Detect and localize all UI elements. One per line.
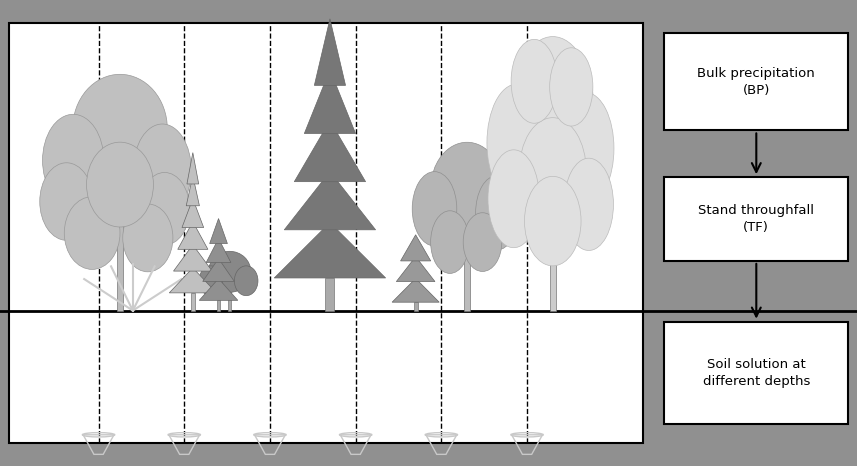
Polygon shape (203, 259, 234, 281)
Ellipse shape (524, 177, 581, 266)
Polygon shape (177, 222, 208, 249)
Ellipse shape (549, 48, 593, 126)
Ellipse shape (511, 39, 557, 123)
Bar (9, 23, 643, 443)
Ellipse shape (463, 212, 502, 271)
Bar (414, 302, 417, 310)
Polygon shape (396, 257, 435, 281)
Ellipse shape (134, 124, 191, 216)
Bar (549, 199, 556, 310)
Ellipse shape (557, 92, 614, 204)
Polygon shape (392, 279, 439, 302)
Polygon shape (207, 239, 231, 262)
Ellipse shape (43, 114, 104, 206)
Ellipse shape (431, 142, 504, 236)
Ellipse shape (519, 118, 586, 224)
Ellipse shape (412, 171, 457, 246)
Bar (464, 232, 470, 310)
Polygon shape (285, 171, 375, 230)
Text: Bulk precipitation
(BP): Bulk precipitation (BP) (698, 67, 815, 96)
Polygon shape (199, 279, 238, 300)
Bar (664, 177, 848, 261)
Bar (191, 293, 195, 310)
Polygon shape (400, 235, 431, 261)
Bar (217, 300, 220, 310)
Ellipse shape (123, 204, 173, 272)
Bar (664, 322, 848, 424)
Ellipse shape (208, 251, 251, 292)
Ellipse shape (140, 172, 189, 245)
Polygon shape (304, 70, 356, 134)
Ellipse shape (476, 176, 518, 250)
Polygon shape (274, 223, 386, 278)
Polygon shape (187, 153, 199, 184)
Ellipse shape (487, 84, 547, 202)
Polygon shape (182, 199, 204, 227)
Bar (664, 33, 848, 130)
Ellipse shape (430, 211, 470, 274)
Polygon shape (210, 219, 227, 244)
Ellipse shape (199, 266, 223, 296)
Ellipse shape (488, 150, 539, 248)
Polygon shape (315, 19, 345, 85)
Polygon shape (170, 268, 216, 293)
Polygon shape (186, 176, 200, 206)
Ellipse shape (73, 74, 167, 183)
Bar (326, 278, 334, 310)
Bar (228, 281, 231, 310)
Ellipse shape (564, 158, 614, 251)
Ellipse shape (39, 163, 93, 240)
Polygon shape (294, 121, 366, 182)
Ellipse shape (64, 197, 120, 269)
Text: Soil solution at
different depths: Soil solution at different depths (703, 358, 810, 388)
Bar (117, 213, 123, 310)
Ellipse shape (234, 266, 258, 296)
Text: Stand throughfall
(TF): Stand throughfall (TF) (698, 204, 814, 234)
Polygon shape (173, 245, 213, 271)
Ellipse shape (512, 37, 594, 182)
Ellipse shape (87, 142, 153, 227)
